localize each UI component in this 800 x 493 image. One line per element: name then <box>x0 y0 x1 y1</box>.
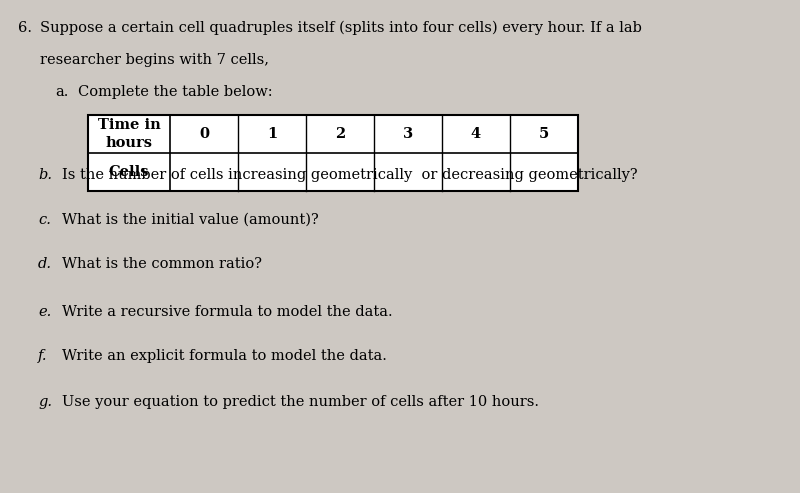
Text: g.: g. <box>38 395 52 409</box>
Text: Write an explicit formula to model the data.: Write an explicit formula to model the d… <box>62 349 387 363</box>
Text: 1: 1 <box>267 127 277 141</box>
Text: Time in
hours: Time in hours <box>98 118 160 150</box>
Text: 6.: 6. <box>18 21 32 35</box>
Text: b.: b. <box>38 168 52 182</box>
Text: f.: f. <box>38 349 47 363</box>
Text: c.: c. <box>38 213 51 227</box>
Text: What is the initial value (amount)?: What is the initial value (amount)? <box>62 213 318 227</box>
Text: researcher begins with 7 cells,: researcher begins with 7 cells, <box>40 53 269 67</box>
Text: 4: 4 <box>471 127 481 141</box>
Text: Use your equation to predict the number of cells after 10 hours.: Use your equation to predict the number … <box>62 395 539 409</box>
Text: Complete the table below:: Complete the table below: <box>78 85 273 99</box>
Text: a.: a. <box>55 85 68 99</box>
Text: Suppose a certain cell quadruples itself (splits into four cells) every hour. If: Suppose a certain cell quadruples itself… <box>40 21 642 35</box>
Text: 2: 2 <box>335 127 345 141</box>
Text: What is the common ratio?: What is the common ratio? <box>62 257 262 271</box>
Text: 0: 0 <box>199 127 209 141</box>
Text: e.: e. <box>38 305 51 319</box>
Text: 5: 5 <box>539 127 549 141</box>
Text: d.: d. <box>38 257 52 271</box>
Text: Cells: Cells <box>109 165 150 179</box>
Text: Write a recursive formula to model the data.: Write a recursive formula to model the d… <box>62 305 393 319</box>
Text: 3: 3 <box>403 127 413 141</box>
Text: Is the number of cells increasing geometrically  or decreasing geometrically?: Is the number of cells increasing geomet… <box>62 168 638 182</box>
